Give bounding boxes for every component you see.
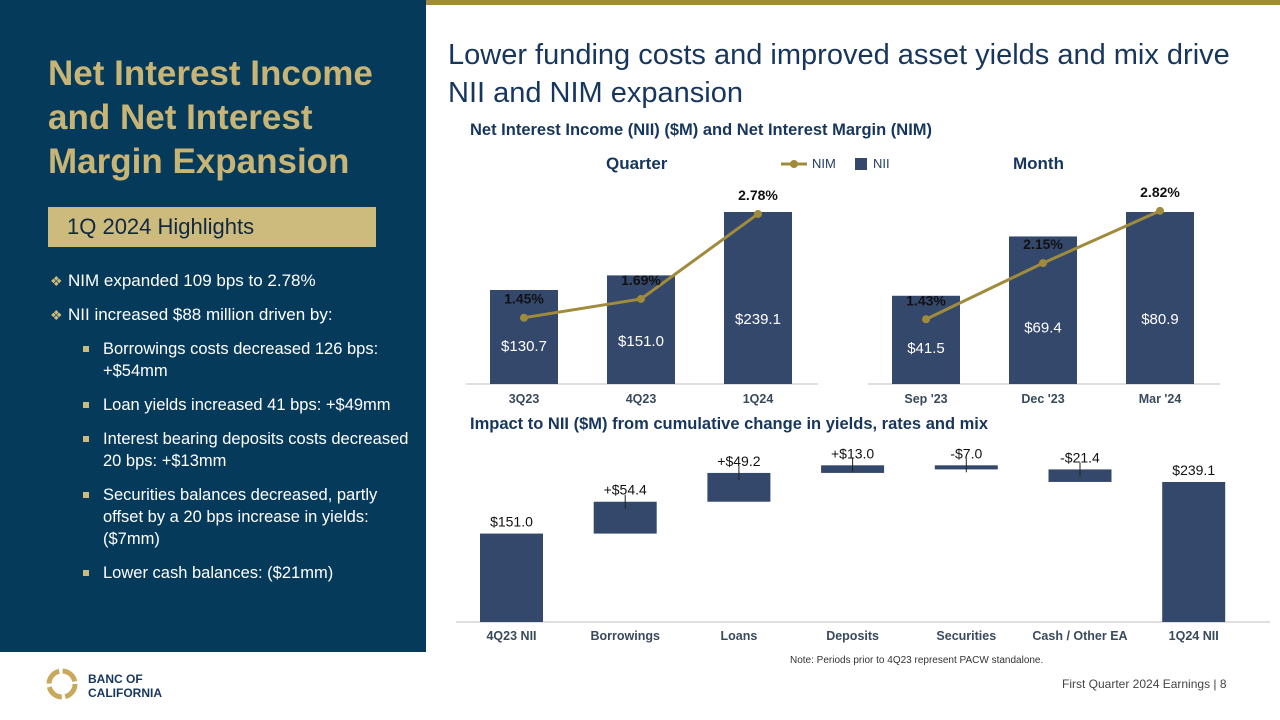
- quarter-chart: $130.7 3Q23 $151.0 4Q23 $239.1 1Q24 1.45% 1.69%…: [466, 187, 818, 406]
- square-bullet-icon: [83, 570, 89, 576]
- square-bullet-icon: [83, 436, 89, 442]
- nii-legend-swatch: [855, 158, 867, 170]
- nii-bar-label: $41.5: [907, 340, 945, 357]
- nim-label: 1.69%: [621, 272, 661, 288]
- legend-nim-label: NIM: [812, 156, 836, 171]
- month-chart: $41.5 Sep '23 $69.4 Dec '23 $80.9 Mar '24 1.43…: [868, 184, 1220, 406]
- x-tick-label: Cash / Other EA: [1032, 629, 1127, 643]
- waterfall-value-label: -$7.0: [950, 445, 982, 461]
- square-bullet-icon: [83, 346, 89, 352]
- nii-bar: [892, 295, 960, 384]
- diamond-bullet-icon: ❖: [50, 273, 63, 289]
- x-tick-label: Sep '23: [904, 392, 947, 406]
- list-item-text: Loan yields increased 41 bps: +$49mm: [103, 396, 391, 414]
- page-title: Lower funding costs and improved asset y…: [448, 39, 1230, 109]
- logo-line-2: CALIFORNIA: [88, 686, 162, 700]
- footer-page-info: First Quarter 2024 Earnings | 8: [1062, 677, 1227, 691]
- x-tick-label: Mar '24: [1139, 392, 1182, 406]
- list-item-text: Interest bearing deposits costs decrease…: [103, 430, 409, 470]
- list-item: Borrowings costs decreased 126 bps: +$54…: [50, 338, 410, 382]
- list-item-text: Securities balances decreased, partly of…: [103, 486, 378, 548]
- nim-point: [922, 315, 930, 324]
- x-tick-label: 1Q24: [743, 392, 774, 406]
- waterfall-value-label: -$21.4: [1060, 449, 1100, 465]
- x-tick-label: 4Q23 NII: [486, 629, 536, 643]
- quarter-panel-label: Quarter: [606, 154, 668, 173]
- nim-label: 1.43%: [906, 292, 946, 308]
- bullet-nii-text: NII increased $88 million driven by:: [68, 305, 333, 324]
- waterfall-value-label: $151.0: [490, 514, 533, 530]
- waterfall-chart: $151.0 4Q23 NII +$54.4 Borrowings +$49.2 Loan…: [456, 445, 1270, 643]
- x-tick-label: Loans: [720, 629, 757, 643]
- nim-point: [520, 313, 528, 322]
- nii-bar-label: $151.0: [618, 333, 664, 350]
- highlights-badge: 1Q 2024 Highlights: [48, 207, 376, 247]
- month-panel-label: Month: [1013, 154, 1064, 173]
- x-tick-label: Borrowings: [590, 629, 659, 643]
- nii-bar: [607, 275, 675, 384]
- nii-bar: [490, 289, 558, 384]
- waterfall-value-label: +$49.2: [717, 453, 760, 469]
- nii-bar: [1126, 212, 1194, 384]
- sidebar-title: Net Interest Income and Net Interest Mar…: [48, 54, 373, 181]
- logo-mark-icon: [46, 668, 78, 700]
- driver-list: Borrowings costs decreased 126 bps: +$54…: [50, 338, 410, 584]
- nim-point: [754, 209, 762, 218]
- bank-logo: BANC OF CALIFORNIA: [46, 668, 196, 702]
- diamond-bullet-icon: ❖: [50, 307, 63, 323]
- square-bullet-icon: [83, 402, 89, 408]
- nim-label: 2.15%: [1023, 236, 1063, 252]
- nim-label: 1.45%: [504, 291, 544, 307]
- bullet-nim: ❖ NIM expanded 109 bps to 2.78%: [50, 270, 410, 292]
- square-bullet-icon: [83, 492, 89, 498]
- list-item: Lower cash balances: ($21mm): [50, 562, 410, 584]
- highlights-list: ❖ NIM expanded 109 bps to 2.78% ❖ NII in…: [50, 270, 410, 596]
- nii-bar: [724, 212, 792, 384]
- bullet-nii: ❖ NII increased $88 million driven by:: [50, 304, 410, 326]
- waterfall-chart-title: Impact to NII ($M) from cumulative chang…: [470, 415, 989, 433]
- top-accent-bar: [426, 0, 1280, 5]
- nim-point: [1039, 259, 1047, 268]
- nim-point: [1156, 206, 1164, 215]
- waterfall-bar: [1162, 482, 1226, 622]
- waterfall-value-label: +$54.4: [604, 482, 647, 498]
- nim-label: 2.78%: [738, 187, 778, 203]
- logo-line-1: BANC OF: [88, 672, 143, 686]
- nii-bar: [1009, 236, 1077, 384]
- x-tick-label: 3Q23: [509, 392, 540, 406]
- list-item-text: Lower cash balances: ($21mm): [103, 564, 334, 582]
- nii-nim-chart-title: Net Interest Income (NII) ($M) and Net I…: [470, 121, 933, 139]
- list-item: Loan yields increased 41 bps: +$49mm: [50, 394, 410, 416]
- list-item: Interest bearing deposits costs decrease…: [50, 428, 410, 472]
- x-tick-label: Securities: [936, 629, 996, 643]
- nii-bar-label: $239.1: [735, 311, 781, 328]
- x-tick-label: 4Q23: [626, 392, 657, 406]
- nim-point: [637, 294, 645, 303]
- waterfall-value-label: +$13.0: [831, 445, 874, 461]
- nii-bar-label: $130.7: [501, 338, 547, 355]
- logo-wordmark: BANC OF CALIFORNIA: [88, 672, 162, 700]
- waterfall-bar: [480, 533, 543, 622]
- nii-bar-label: $80.9: [1141, 311, 1179, 328]
- bullet-nim-text: NIM expanded 109 bps to 2.78%: [68, 271, 316, 290]
- x-tick-label: Deposits: [826, 629, 879, 643]
- nim-legend-swatch: [781, 160, 807, 168]
- list-item: Securities balances decreased, partly of…: [50, 484, 410, 550]
- nii-bar-label: $69.4: [1024, 319, 1062, 336]
- nim-label: 2.82%: [1140, 184, 1180, 200]
- list-item-text: Borrowings costs decreased 126 bps: +$54…: [103, 340, 379, 380]
- waterfall-value-label: $239.1: [1172, 462, 1215, 478]
- x-tick-label: Dec '23: [1021, 392, 1064, 406]
- legend-nii-label: NII: [873, 156, 890, 171]
- footnote: Note: Periods prior to 4Q23 represent PA…: [790, 655, 1044, 666]
- x-tick-label: 1Q24 NII: [1169, 629, 1219, 643]
- sidebar-panel: Net Interest Income and Net Interest Mar…: [0, 0, 426, 652]
